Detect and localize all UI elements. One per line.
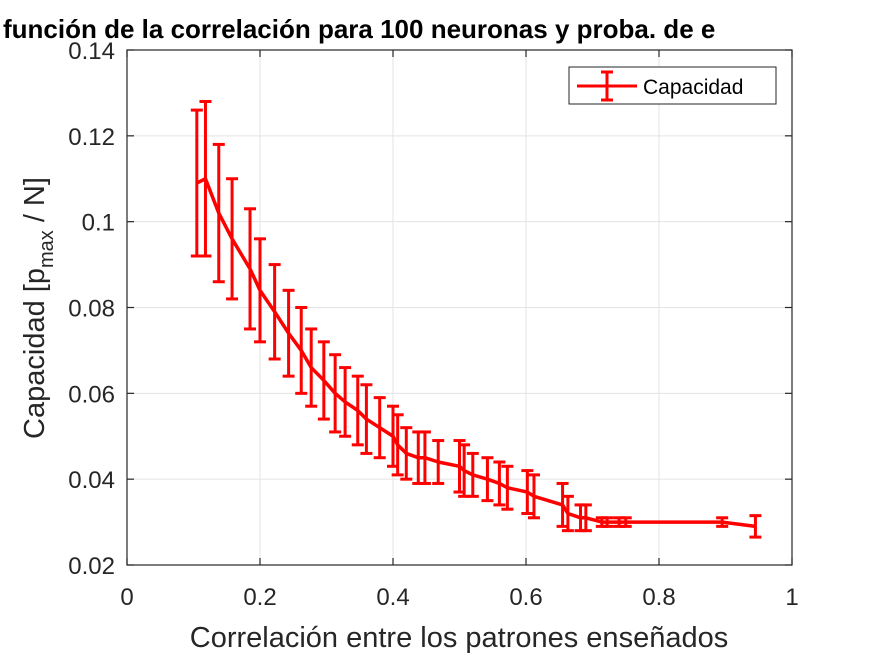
legend-label: Capacidad	[643, 76, 743, 99]
x-axis-label: Correlación entre los patrones enseñados	[190, 622, 728, 654]
data-layer	[190, 100, 762, 539]
y-tick-labels: 0.02 0.04 0.06 0.08 0.1 0.12 0.14	[68, 38, 115, 580]
x-tick-label: 1	[785, 584, 798, 611]
x-tick-label: 0.6	[509, 584, 542, 611]
chart-title: función de la correlación para 100 neuro…	[3, 14, 715, 44]
y-tick-label: 0.12	[68, 124, 115, 151]
x-tick-label: 0.4	[376, 584, 409, 611]
x-tick-label: 0	[120, 584, 133, 611]
y-tick-label: 0.08	[68, 296, 115, 323]
x-tick-label: 0.2	[243, 584, 276, 611]
y-tick-label: 0.02	[68, 553, 115, 580]
capacity-series-line	[196, 177, 756, 529]
y-axis-label-sub: max	[36, 230, 58, 268]
legend: Capacidad	[568, 66, 777, 105]
y-tick-label: 0.1	[82, 210, 115, 237]
x-tick-labels: 0 0.2 0.4 0.6 0.8 1	[120, 584, 798, 611]
y-tick-label: 0.04	[68, 467, 115, 494]
tick-marks	[126, 49, 793, 566]
y-axis-label-tail: / N]	[19, 177, 51, 230]
y-axis-label: Capacidad [pmax / N]	[19, 177, 58, 439]
y-axis-label-main: Capacidad [p	[19, 268, 51, 439]
y-tick-label: 0.06	[68, 381, 115, 408]
legend-box	[568, 66, 777, 105]
x-tick-label: 0.8	[642, 584, 675, 611]
y-tick-label: 0.14	[68, 38, 115, 65]
